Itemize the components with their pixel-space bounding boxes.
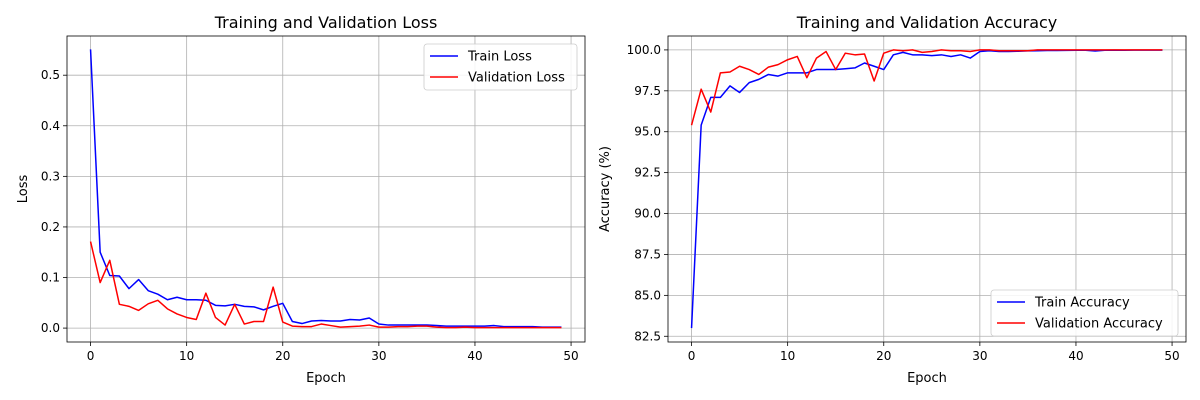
y-axis-label: Loss (16, 175, 31, 204)
legend-entry: Validation Loss (468, 71, 565, 86)
y-tick-label: 90.0 (634, 207, 661, 221)
y-tick-label: 0.3 (41, 169, 60, 183)
series-line-1 (690, 49, 1163, 126)
axes-frame (667, 35, 1187, 343)
y-tick-label: 0.1 (41, 271, 60, 285)
x-tick-label: 30 (371, 349, 386, 363)
legend-entry: Train Accuracy (1034, 296, 1130, 311)
y-tick-label: 100.0 (627, 43, 661, 57)
legend-entry: Train Loss (467, 50, 532, 65)
y-tick-label: 97.5 (634, 84, 661, 98)
x-tick-label: 0 (87, 349, 95, 363)
y-tick-label: 95.0 (634, 125, 661, 139)
y-tick-label: 82.5 (634, 329, 661, 343)
legend-entry: Validation Accuracy (1035, 317, 1163, 332)
x-tick-label: 50 (563, 349, 578, 363)
series-line-0 (89, 49, 562, 328)
x-tick-label: 30 (972, 349, 987, 363)
x-tick-label: 40 (1068, 349, 1083, 363)
x-tick-label: 20 (876, 349, 891, 363)
legend-box (423, 43, 578, 91)
x-tick-label: 50 (1164, 349, 1179, 363)
loss-chart: 0 10 20 30 40 50 0.0 0.1 0.2 0.3 0.4 0.5 Training an… (16, 13, 586, 386)
x-tick-label: 10 (780, 349, 795, 363)
x-axis-label: Epoch (306, 371, 346, 386)
series-line-1 (89, 241, 562, 329)
chart-title: Training and Validation Loss (214, 13, 438, 32)
y-axis-label: Accuracy (%) (598, 146, 613, 232)
y-tick-label: 0.0 (41, 321, 60, 335)
y-tick-label: 0.5 (41, 68, 60, 82)
y-tick-label: 85.0 (634, 288, 661, 302)
x-tick-label: 40 (467, 349, 482, 363)
y-tick-label: 0.4 (41, 119, 60, 133)
y-tick-label: 0.2 (41, 220, 60, 234)
legend-box (990, 289, 1179, 337)
accuracy-chart: 0 10 20 30 40 50 82.5 85.0 87.5 90.0 92.5 95.0 97.5 1… (598, 13, 1187, 386)
x-tick-label: 0 (688, 349, 696, 363)
chart-title: Training and Validation Accuracy (796, 13, 1058, 32)
y-tick-label: 87.5 (634, 247, 661, 261)
x-axis-label: Epoch (907, 371, 947, 386)
y-tick-label: 92.5 (634, 166, 661, 180)
legend: Train Accuracy Validation Accuracy (990, 289, 1179, 337)
x-tick-label: 10 (179, 349, 194, 363)
axes-frame (66, 35, 586, 343)
series-line-0 (690, 49, 1163, 329)
x-tick-label: 20 (275, 349, 290, 363)
legend: Train Loss Validation Loss (423, 43, 578, 91)
